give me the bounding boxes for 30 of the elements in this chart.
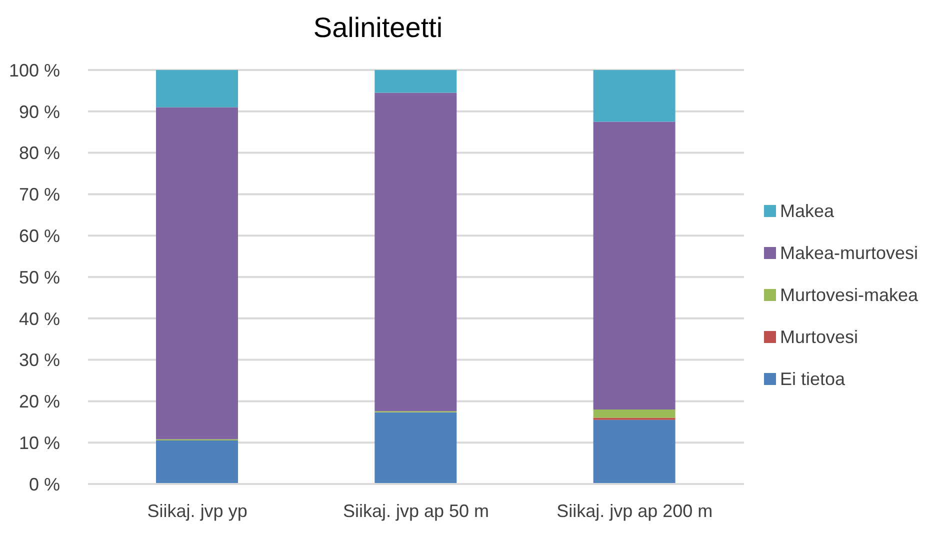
- chart-title: Saliniteetti: [312, 11, 444, 45]
- y-tick-label: 40 %: [18, 308, 60, 329]
- x-tick-label: Siikaj. jvp ap 50 m: [342, 500, 490, 521]
- bar: [374, 412, 457, 484]
- bar: [374, 92, 457, 412]
- bar: [593, 409, 676, 418]
- y-tick-label: 20 %: [18, 392, 60, 412]
- legend-label: Ei tietoa: [780, 368, 845, 390]
- bar: [156, 70, 238, 108]
- bar: [593, 420, 676, 484]
- bar: [156, 107, 238, 440]
- bar: [593, 70, 676, 122]
- bar: [374, 70, 457, 93]
- y-tick-label: 90 %: [18, 102, 60, 122]
- y-tick-label: 0 %: [28, 474, 60, 494]
- y-tick-label: 70 %: [18, 184, 60, 205]
- bar: [156, 440, 238, 484]
- legend-label: Makea: [780, 200, 834, 222]
- legend-label: Murtovesi-makea: [780, 284, 918, 306]
- y-tick-label: 80 %: [18, 143, 60, 164]
- y-tick-label: 60 %: [18, 226, 60, 246]
- bar: [593, 122, 676, 410]
- legend-label: Makea-murtovesi: [780, 242, 918, 264]
- y-tick-label: 30 %: [18, 350, 60, 370]
- x-tick-label: Siikaj. jvp yp: [147, 500, 248, 521]
- y-tick-label: 10 %: [18, 432, 60, 453]
- legend-label: Murtovesi: [780, 326, 858, 348]
- y-tick-label: 50 %: [18, 267, 60, 288]
- x-tick-label: Siikaj. jvp ap 200 m: [556, 500, 713, 521]
- y-tick-label: 100 %: [8, 60, 60, 80]
